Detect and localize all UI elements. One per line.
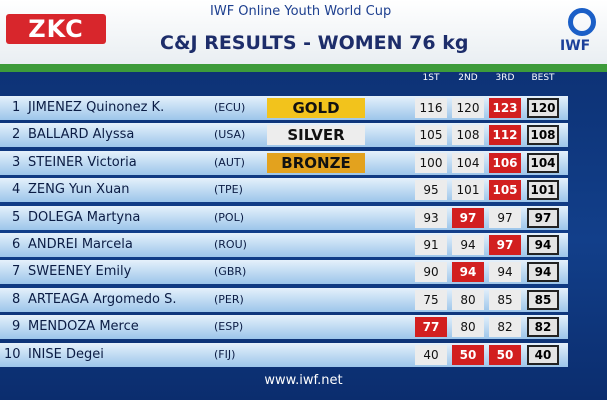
rank: 9 (12, 319, 21, 335)
attempt: 97 (489, 235, 521, 255)
rank: 3 (12, 154, 21, 170)
country: (AUT) (214, 155, 245, 169)
best-lift: 97 (527, 207, 559, 228)
attempt: 97 (489, 207, 521, 228)
column-header: BEST (531, 73, 555, 83)
country: (ESP) (214, 320, 244, 334)
medal: SILVER (267, 125, 365, 146)
country: (POL) (214, 210, 245, 224)
rank: 2 (12, 127, 21, 143)
attempt: 80 (452, 317, 484, 338)
attempt: 101 (452, 180, 484, 201)
rank: 7 (12, 264, 21, 280)
attempt: 90 (415, 262, 447, 283)
attempt: 93 (415, 207, 447, 228)
country: (ECU) (214, 101, 246, 114)
rank: 4 (12, 182, 21, 198)
country: (FIJ) (214, 347, 236, 361)
green-stripe (0, 64, 607, 72)
attempt: 94 (452, 235, 484, 255)
attempt: 50 (489, 344, 521, 365)
attempt: 105 (489, 180, 521, 201)
athlete-name: INISE Degei (28, 346, 104, 362)
medal: GOLD (267, 98, 365, 118)
attempt: 112 (489, 125, 521, 146)
attempt: 77 (415, 317, 447, 338)
attempt: 91 (415, 235, 447, 255)
iwf-emblem (568, 8, 596, 36)
column-header: 3RD (495, 73, 515, 83)
attempt: 40 (415, 344, 447, 365)
attempt: 108 (452, 125, 484, 146)
attempt: 106 (489, 152, 521, 173)
country: (GBR) (214, 265, 247, 279)
athlete-name: JIMENEZ Quinonez K. (28, 100, 165, 115)
attempt: 100 (415, 152, 447, 173)
medal: BRONZE (267, 152, 365, 173)
country: (PER) (214, 292, 244, 306)
rank: 1 (12, 100, 21, 115)
logo-left: ZKC (6, 14, 106, 44)
athlete-name: SWEENEY Emily (28, 264, 132, 280)
rank: 6 (12, 237, 21, 252)
title: C&J RESULTS - WOMEN 76 kg (160, 32, 469, 54)
attempt: 95 (415, 180, 447, 201)
attempt: 105 (415, 125, 447, 146)
best-lift: 40 (527, 344, 559, 365)
rank: 5 (12, 209, 21, 225)
footer-url: www.iwf.net (264, 373, 343, 388)
best-lift: 101 (527, 180, 559, 201)
attempt: 94 (452, 262, 484, 283)
athlete-name: DOLEGA Martyna (28, 209, 141, 225)
best-lift: 120 (527, 98, 559, 118)
column-header: 2ND (458, 73, 478, 83)
attempt: 85 (489, 289, 521, 310)
best-lift: 82 (527, 317, 559, 338)
athlete-name: ANDREI Marcela (28, 237, 133, 252)
athlete-name: ZENG Yun Xuan (28, 182, 130, 198)
best-lift: 94 (527, 262, 559, 283)
attempt: 80 (452, 289, 484, 310)
attempt: 94 (489, 262, 521, 283)
attempt: 116 (415, 98, 447, 118)
country: (USA) (214, 128, 246, 142)
best-lift: 85 (527, 289, 559, 310)
best-lift: 94 (527, 235, 559, 255)
attempt: 104 (452, 152, 484, 173)
athlete-name: ARTEAGA Argomedo S. (28, 291, 177, 307)
athlete-name: STEINER Victoria (28, 154, 137, 170)
logo-right: IWF (560, 38, 591, 54)
attempt: 120 (452, 98, 484, 118)
athlete-name: MENDOZA Merce (28, 319, 139, 335)
rank: 8 (12, 291, 21, 307)
column-header: 1ST (422, 73, 440, 83)
attempt: 82 (489, 317, 521, 338)
attempt: 75 (415, 289, 447, 310)
event-name: IWF Online Youth World Cup (210, 4, 392, 19)
best-lift: 104 (527, 152, 559, 173)
attempt: 97 (452, 207, 484, 228)
country: (TPE) (214, 183, 243, 197)
country: (ROU) (214, 238, 247, 251)
attempt: 50 (452, 344, 484, 365)
athlete-name: BALLARD Alyssa (28, 127, 135, 143)
rank: 10 (4, 346, 21, 362)
attempt: 123 (489, 98, 521, 118)
best-lift: 108 (527, 125, 559, 146)
